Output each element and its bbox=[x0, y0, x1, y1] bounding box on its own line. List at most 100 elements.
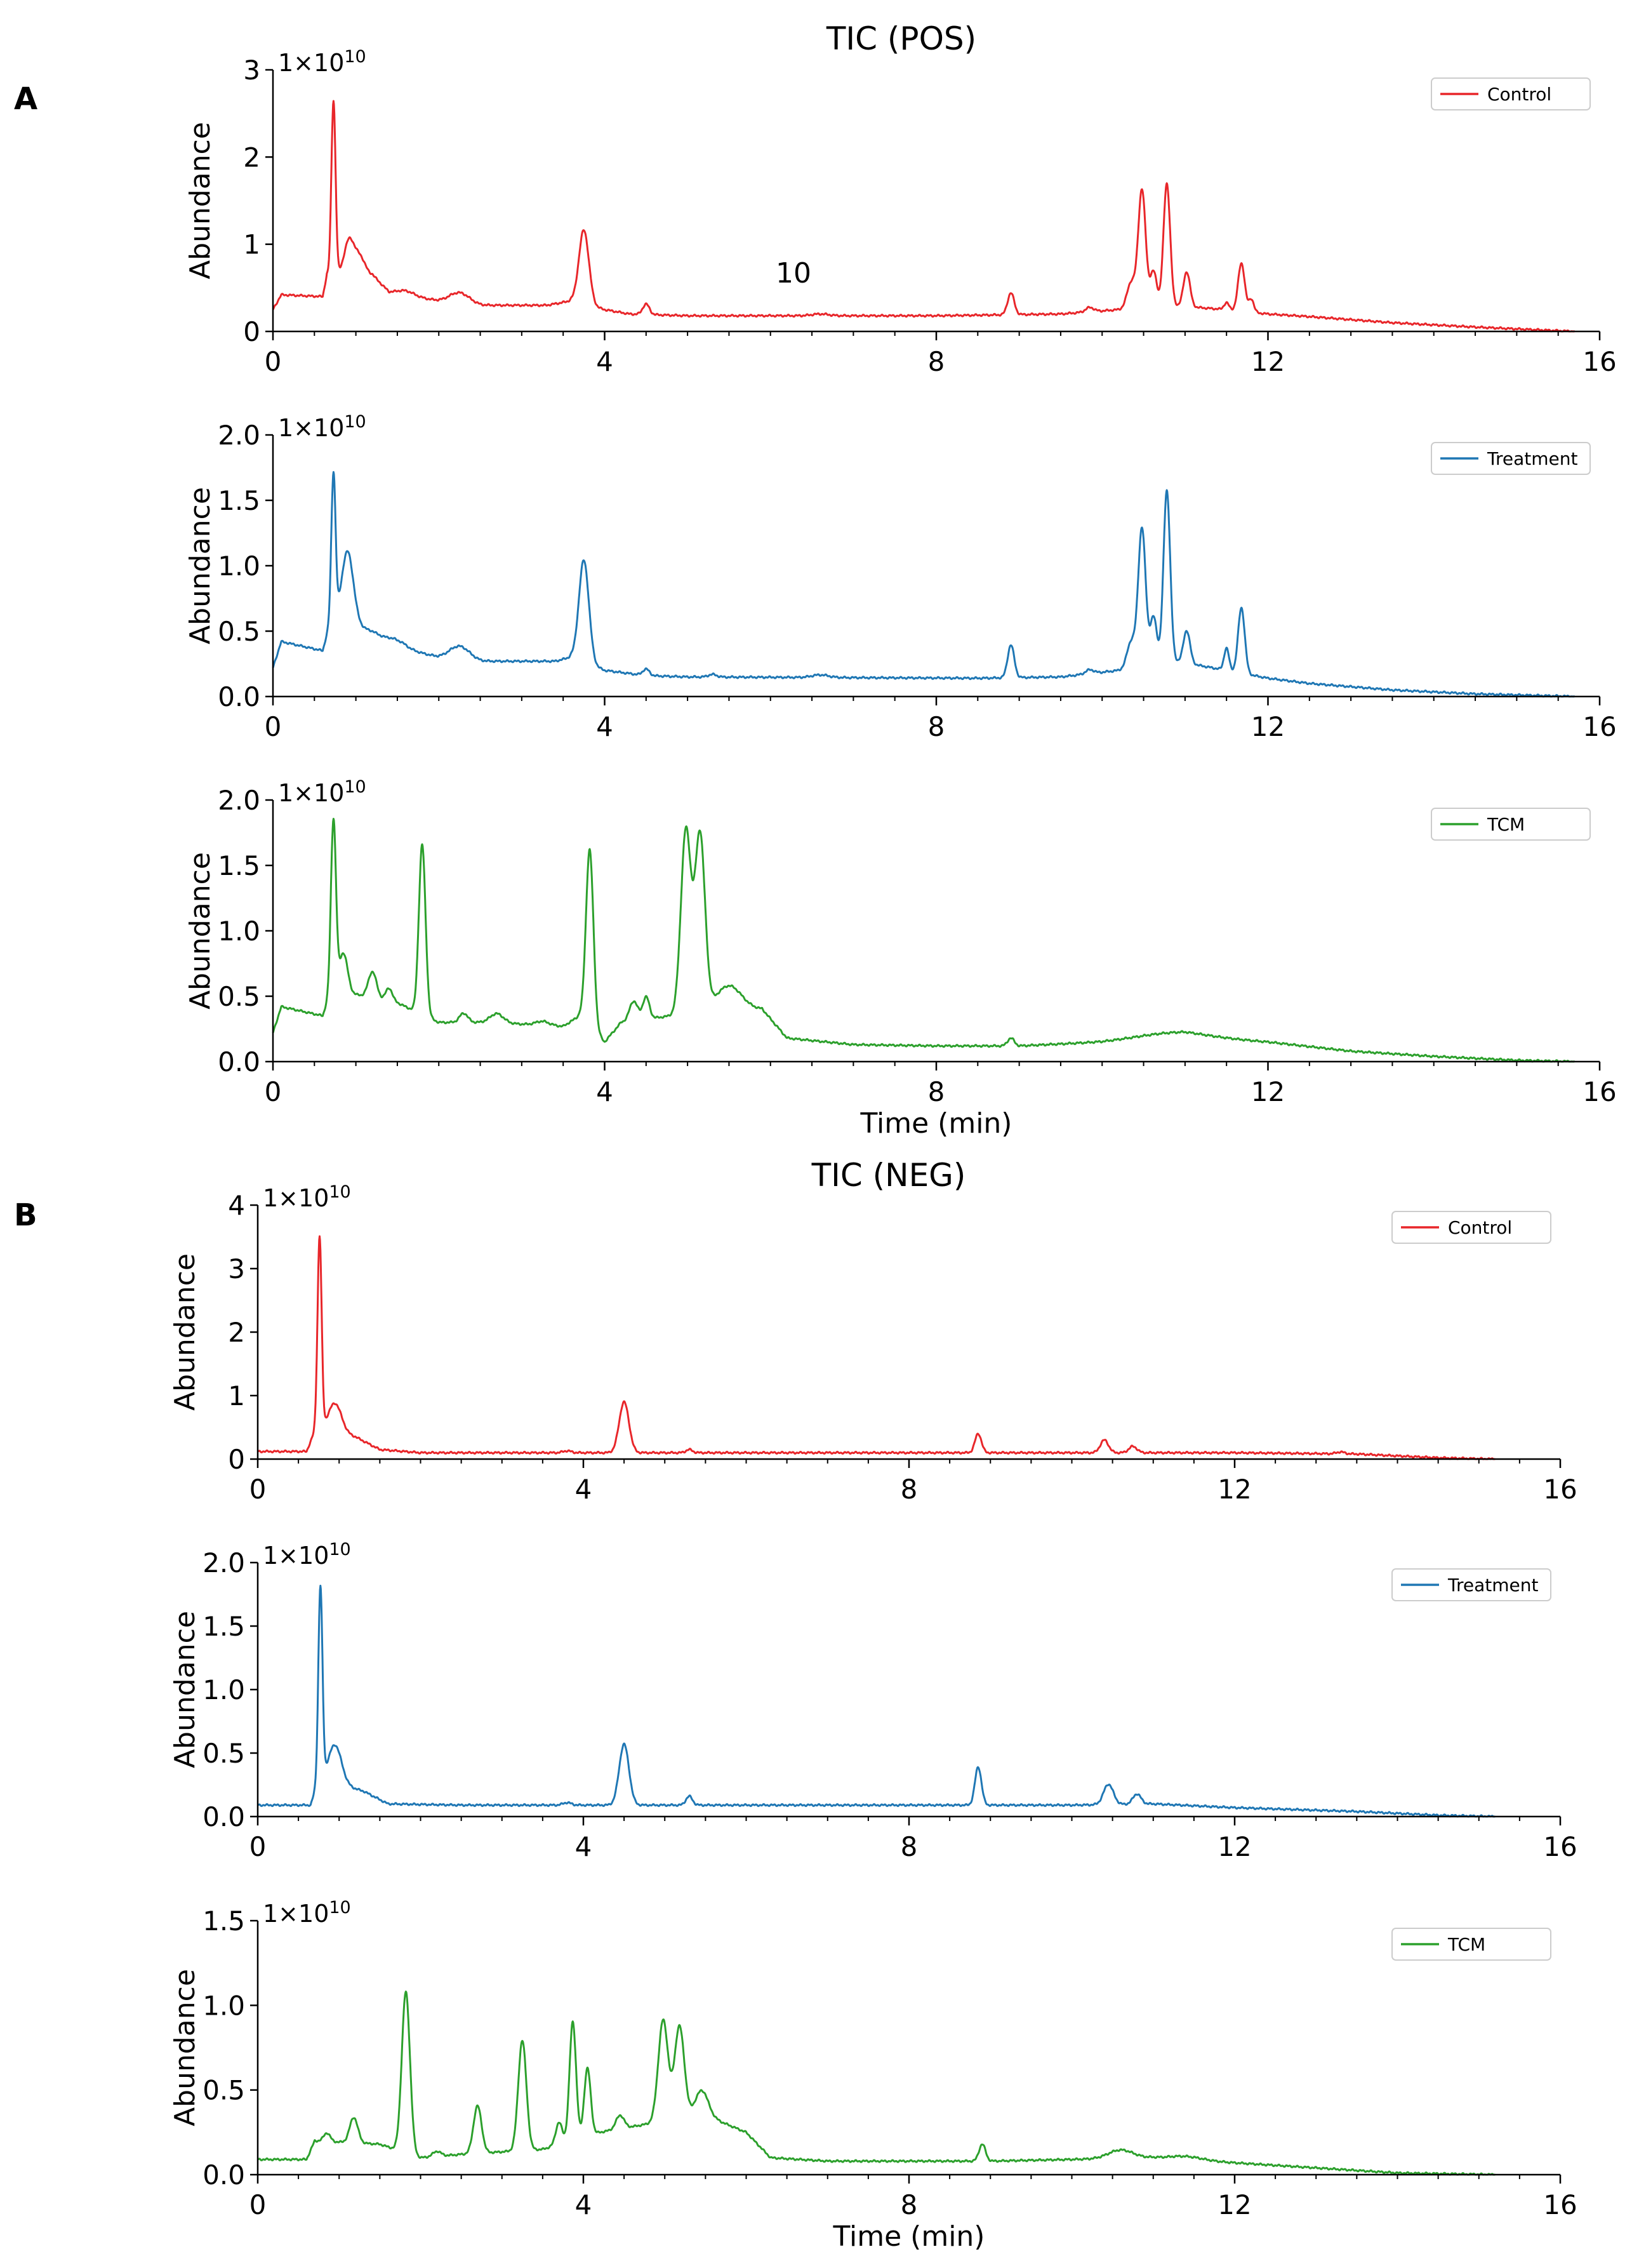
series-line-tcm bbox=[272, 818, 1576, 1063]
legend: Control bbox=[1391, 1211, 1551, 1244]
legend-box bbox=[1431, 808, 1591, 841]
x-tick-label: 16 bbox=[1583, 1076, 1616, 1107]
y-tick-label: 1.0 bbox=[218, 916, 260, 947]
x-tick-label: 0 bbox=[265, 1076, 282, 1107]
y-axis-label: Abundance bbox=[184, 487, 216, 644]
scale-multiplier: 1×1010 bbox=[278, 777, 366, 807]
x-tick-label: 16 bbox=[1583, 711, 1616, 742]
x-tick-label: 12 bbox=[1251, 346, 1285, 377]
legend-box bbox=[1391, 1211, 1551, 1244]
x-tick-label: 16 bbox=[1543, 1831, 1577, 1862]
y-tick-label: 0.0 bbox=[218, 1046, 260, 1077]
series-line-treatment bbox=[257, 1584, 1496, 1818]
scale-exponent: 10 bbox=[329, 1182, 350, 1202]
scale-multiplier: 1×1010 bbox=[263, 1898, 351, 1928]
legend-box bbox=[1391, 1928, 1551, 1961]
legend: Control bbox=[1431, 77, 1591, 110]
scale-base: 1×10 bbox=[263, 1184, 329, 1212]
y-tick-label: 1.0 bbox=[218, 550, 260, 582]
x-tick-label: 12 bbox=[1251, 711, 1285, 742]
chart-neg-tcm: 0.0 0.5 1.0 1.5 0 4 8 12 16 1×1010 Abundance Time (… bbox=[169, 1898, 1577, 2253]
scale-multiplier: 1×1010 bbox=[263, 1182, 351, 1212]
y-tick-label: 2.0 bbox=[202, 1547, 245, 1578]
legend-box bbox=[1431, 77, 1591, 110]
panel-b-label: B bbox=[14, 1197, 37, 1233]
legend: Treatment bbox=[1431, 442, 1591, 475]
y-tick-label: 3 bbox=[243, 55, 260, 86]
x-tick-label: 8 bbox=[901, 1831, 918, 1862]
x-tick-label: 4 bbox=[575, 2189, 592, 2220]
legend-label: Treatment bbox=[1487, 448, 1577, 469]
series-line-treatment bbox=[272, 470, 1576, 698]
y-tick-label: 0.0 bbox=[202, 1801, 245, 1832]
y-tick-label: 1 bbox=[243, 229, 260, 260]
x-tick-label: 8 bbox=[928, 1076, 945, 1107]
x-tick-label: 8 bbox=[928, 711, 945, 742]
chart-pos-tcm: 0.0 0.5 1.0 1.5 2.0 0 4 8 12 16 1×1010 Abundance Tim… bbox=[184, 777, 1617, 1140]
x-tick-label: 0 bbox=[265, 711, 282, 742]
panel-a-title: TIC (POS) bbox=[826, 20, 976, 57]
panel-a-label: A bbox=[14, 81, 37, 117]
scale-multiplier: 1×1010 bbox=[278, 412, 366, 442]
scale-base: 1×10 bbox=[278, 414, 344, 442]
scale-multiplier: 1×1010 bbox=[263, 1540, 351, 1570]
legend-box bbox=[1391, 1568, 1551, 1601]
y-tick-label: 1.5 bbox=[218, 850, 260, 881]
x-axis-label: Time (min) bbox=[860, 1107, 1012, 1140]
legend: TCM bbox=[1431, 808, 1591, 841]
y-axis-label: Abundance bbox=[169, 1253, 201, 1411]
y-tick-label: 0.0 bbox=[218, 681, 260, 712]
scale-exponent: 10 bbox=[344, 412, 366, 432]
legend-label: Treatment bbox=[1447, 1575, 1538, 1596]
stray-annotation: 10 bbox=[776, 257, 811, 290]
x-tick-label: 4 bbox=[575, 1831, 592, 1862]
x-tick-label: 4 bbox=[596, 346, 613, 377]
series-line-tcm bbox=[257, 1991, 1496, 2176]
x-tick-label: 16 bbox=[1583, 346, 1616, 377]
legend-label: TCM bbox=[1487, 814, 1525, 835]
x-tick-label: 12 bbox=[1218, 1474, 1251, 1505]
x-tick-label: 12 bbox=[1218, 1831, 1251, 1862]
scale-base: 1×10 bbox=[278, 49, 344, 77]
x-tick-label: 12 bbox=[1218, 2189, 1251, 2220]
x-tick-label: 12 bbox=[1251, 1076, 1285, 1107]
y-tick-label: 1 bbox=[228, 1380, 245, 1411]
y-axis-label: Abundance bbox=[184, 122, 216, 279]
panel-b-title: TIC (NEG) bbox=[811, 1157, 966, 1194]
x-axis-label: Time (min) bbox=[833, 2220, 985, 2253]
y-tick-label: 2.0 bbox=[218, 420, 260, 451]
scale-base: 1×10 bbox=[278, 779, 344, 807]
x-tick-label: 4 bbox=[596, 1076, 613, 1107]
y-tick-label: 4 bbox=[228, 1190, 245, 1221]
scale-exponent: 10 bbox=[344, 777, 366, 797]
y-tick-label: 0.5 bbox=[218, 616, 260, 647]
legend-label: TCM bbox=[1447, 1934, 1485, 1955]
y-tick-label: 0 bbox=[243, 316, 260, 347]
scale-base: 1×10 bbox=[263, 1542, 329, 1570]
x-tick-label: 4 bbox=[596, 711, 613, 742]
y-tick-label: 1.5 bbox=[202, 1611, 245, 1642]
legend-label: Control bbox=[1487, 84, 1551, 105]
x-tick-label: 8 bbox=[901, 2189, 918, 2220]
x-tick-label: 0 bbox=[249, 1474, 267, 1505]
y-tick-label: 0.0 bbox=[202, 2159, 245, 2191]
y-axis-label: Abundance bbox=[169, 1969, 201, 2126]
series-line-control bbox=[272, 100, 1576, 333]
x-tick-label: 0 bbox=[249, 1831, 267, 1862]
scale-exponent: 10 bbox=[344, 47, 366, 67]
y-tick-label: 1.0 bbox=[202, 1990, 245, 2021]
legend-box bbox=[1431, 442, 1591, 475]
x-tick-label: 0 bbox=[249, 2189, 267, 2220]
y-tick-label: 0 bbox=[228, 1444, 245, 1475]
x-tick-label: 8 bbox=[901, 1474, 918, 1505]
legend-label: Control bbox=[1448, 1217, 1512, 1238]
y-tick-label: 2.0 bbox=[218, 785, 260, 816]
y-tick-label: 2 bbox=[243, 142, 260, 173]
x-tick-label: 8 bbox=[928, 346, 945, 377]
chart-pos-treatment: 0.0 0.5 1.0 1.5 2.0 0 4 8 12 16 1×1010 Abundance Tre… bbox=[184, 412, 1617, 742]
series-line-control bbox=[257, 1235, 1496, 1460]
x-tick-label: 4 bbox=[575, 1474, 592, 1505]
